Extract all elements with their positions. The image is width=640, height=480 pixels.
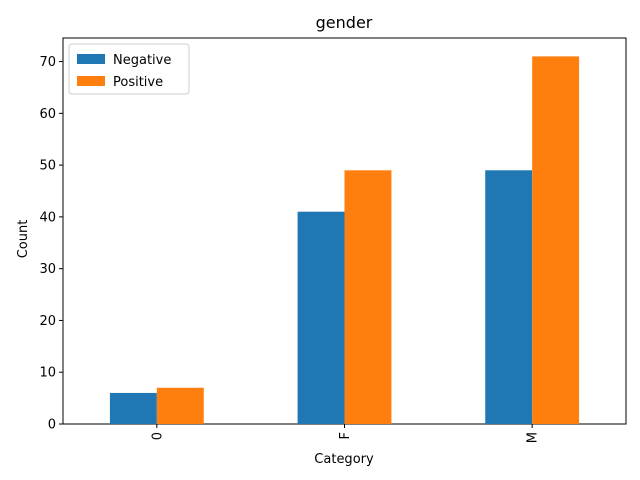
legend-label-positive: Positive (113, 75, 163, 90)
y-tick-label: 20 (39, 314, 56, 329)
legend: Negative Positive (68, 43, 190, 95)
bar-negative-m (485, 170, 533, 424)
chart-title: gender (316, 13, 373, 32)
bar-positive-m (532, 56, 580, 424)
legend-swatch-positive (77, 76, 105, 86)
y-tick-label: 70 (39, 55, 56, 70)
x-tick-label: M (526, 432, 541, 443)
y-axis-label: Count (16, 220, 31, 259)
y-tick-label: 40 (39, 210, 56, 225)
x-tick-label: F (338, 432, 353, 439)
bars (109, 56, 580, 424)
legend-swatch-negative (77, 54, 105, 64)
y-tick-label: 0 (48, 418, 56, 433)
bar-negative-0 (109, 392, 157, 424)
y-tick-label: 10 (39, 366, 56, 381)
x-axis: 0 F M (150, 424, 541, 443)
y-tick-label: 30 (39, 262, 56, 277)
x-axis-label: Category (314, 452, 374, 467)
x-tick-label: 0 (150, 432, 165, 440)
bar-negative-f (297, 211, 345, 424)
legend-label-negative: Negative (113, 53, 171, 68)
y-tick-label: 60 (39, 107, 56, 122)
y-axis: 0 10 20 30 40 50 60 70 (39, 55, 63, 433)
bar-positive-f (344, 170, 392, 424)
y-tick-label: 50 (39, 159, 56, 174)
bar-positive-0 (156, 387, 204, 424)
